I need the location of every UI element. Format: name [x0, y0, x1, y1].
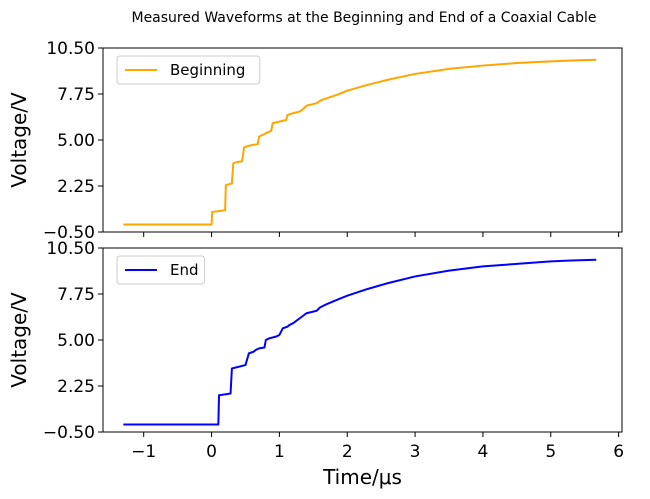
y-tick-label: 5.00: [57, 331, 95, 351]
series-line-end: [123, 258, 597, 426]
y-axis-label: Voltage/V: [7, 92, 31, 188]
y-tick-label: 10.50: [46, 39, 95, 59]
chart-bottom: −0.50 2.25 5.00 7.75 10.50 −1 0 1 2 3 4 5 6 Voltage/V…: [7, 239, 624, 489]
x-tick-label: −1: [131, 442, 156, 462]
y-tick-label: 7.75: [57, 285, 95, 305]
charts: −0.50 2.25 5.00 7.75 10.50 Voltage/V Beginning…: [7, 39, 624, 489]
legend-label: Beginning: [170, 61, 245, 79]
y-tick-label: 7.75: [57, 85, 95, 105]
x-tick-label: 0: [206, 442, 217, 462]
figure-title: Measured Waveforms at the Beginning and …: [131, 10, 596, 26]
legend-box: [116, 255, 206, 285]
y-tick-label: 2.25: [57, 377, 95, 397]
y-tick-label: −0.50: [43, 423, 95, 443]
x-tick-label: 2: [342, 442, 353, 462]
y-tick-label: 5.00: [57, 131, 95, 151]
series-line-beginning: [123, 58, 597, 226]
x-axis-label: Time/μs: [322, 465, 402, 489]
legend: End: [116, 255, 206, 285]
chart-top: −0.50 2.25 5.00 7.75 10.50 Voltage/V Beginning: [7, 39, 623, 243]
x-tick-label: 5: [545, 442, 556, 462]
y-tick-label: −0.50: [43, 223, 95, 243]
legend: Beginning: [116, 55, 261, 85]
y-tick-label: 2.25: [57, 177, 95, 197]
x-tick-label: 4: [478, 442, 489, 462]
x-tick-label: 1: [274, 442, 285, 462]
legend-box: [116, 55, 261, 85]
y-tick-label: 10.50: [46, 239, 95, 259]
legend-label: End: [170, 261, 199, 279]
x-tick-label: 6: [613, 442, 624, 462]
x-tick-label: 3: [410, 442, 421, 462]
y-axis-label: Voltage/V: [7, 292, 31, 388]
